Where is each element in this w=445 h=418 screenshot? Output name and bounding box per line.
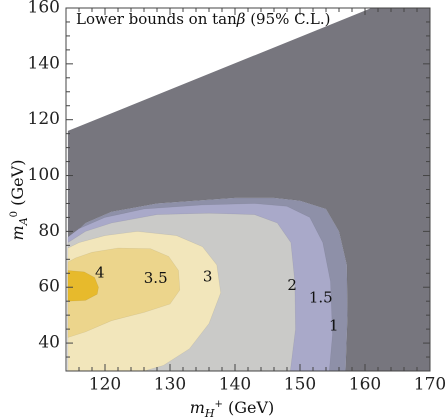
- axis-ticks: 120 130 140 150 160 170 40 60 80 100 120 140 160: [28, 0, 445, 395]
- y-tick-label-160: 160: [28, 0, 60, 18]
- contour-label-3-5: 3.5: [144, 269, 168, 287]
- contour-label-4: 4: [95, 263, 105, 281]
- contour-label-2: 2: [287, 276, 297, 294]
- contour-label-1-5: 1.5: [309, 288, 333, 306]
- x-tick-label-140: 140: [219, 375, 251, 395]
- x-axis-label: mH+ (GeV): [190, 398, 275, 418]
- y-axis-label: mA0 (GeV): [8, 160, 30, 241]
- contour-labels: 4 3.5 3 2 1.5 1: [95, 263, 339, 334]
- contour-label-1: 1: [329, 316, 339, 334]
- contour-region-4: [67, 270, 99, 302]
- contour-regions: [67, 8, 431, 372]
- y-tick-label-40: 40: [38, 333, 60, 353]
- y-tick-label-60: 60: [38, 277, 60, 297]
- x-tick-label-170: 170: [414, 375, 445, 395]
- x-tick-label-150: 150: [284, 375, 316, 395]
- y-tick-label-140: 140: [28, 53, 60, 73]
- chart-title: Lower bounds on tanβ (95% C.L.): [76, 10, 330, 28]
- y-tick-label-100: 100: [28, 165, 60, 185]
- y-tick-label-120: 120: [28, 109, 60, 129]
- contour-label-3: 3: [203, 267, 213, 285]
- x-tick-label-160: 160: [349, 375, 381, 395]
- excluded-region: [67, 8, 431, 371]
- x-tick-label-130: 130: [154, 375, 186, 395]
- x-tick-label-120: 120: [89, 375, 121, 395]
- y-tick-label-80: 80: [38, 221, 60, 241]
- contour-region-3-5: [67, 247, 181, 338]
